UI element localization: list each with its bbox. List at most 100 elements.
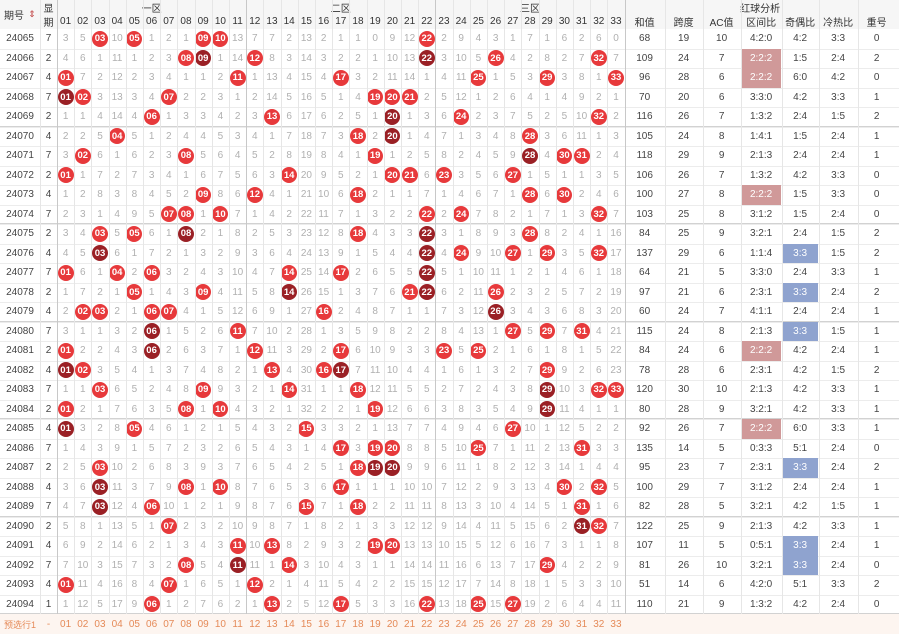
issue-number[interactable]: 24075	[6, 228, 34, 240]
preselect-number[interactable]: 10	[214, 618, 226, 630]
omission-count: 5	[338, 579, 344, 591]
omission-count: 10	[266, 325, 278, 337]
drawn-ball: 04	[109, 264, 126, 281]
issue-number[interactable]: 24092	[6, 559, 34, 571]
issue-number[interactable]: 24077	[6, 267, 34, 279]
issue-number[interactable]: 24066	[6, 52, 34, 64]
issue-number[interactable]: 24070	[6, 130, 34, 142]
preselect-number[interactable]: 05	[128, 618, 140, 630]
preselect-number[interactable]: 33	[610, 618, 622, 630]
omission-count: 3	[200, 345, 206, 357]
issue-number[interactable]: 24091	[6, 540, 34, 552]
omission-count: 13	[266, 72, 278, 84]
issue-number[interactable]: 24094	[6, 598, 34, 610]
omission-count: 3	[372, 208, 378, 220]
preselect-number[interactable]: 20	[386, 618, 398, 630]
omission-count: 1	[252, 208, 258, 220]
preselect-number[interactable]: 11	[232, 618, 243, 630]
preselect-number[interactable]: 25	[472, 618, 484, 630]
preselect-number[interactable]: 16	[318, 618, 330, 630]
preselect-number[interactable]: 13	[266, 618, 278, 630]
issue-number[interactable]: 24081	[6, 345, 34, 357]
preselect-number[interactable]: 12	[249, 618, 261, 630]
blue-count: 7	[45, 325, 52, 337]
preselect-number[interactable]: 01	[60, 618, 72, 630]
issue-number[interactable]: 24088	[6, 481, 34, 493]
preselect-number[interactable]: 23	[438, 618, 450, 630]
omission-count: 3	[97, 559, 103, 571]
preselect-number[interactable]: 02	[77, 618, 89, 630]
number-column-header: 28	[524, 16, 536, 27]
drawn-ball: 14	[281, 167, 298, 184]
hot-cold-value: 1:5	[831, 111, 846, 123]
preselect-number[interactable]: 32	[593, 618, 605, 630]
issue-number[interactable]: 24065	[6, 33, 34, 45]
preselect-number[interactable]: 31	[576, 618, 588, 630]
preselect-number[interactable]: 07	[163, 618, 175, 630]
omission-count: 2	[62, 130, 69, 142]
omission-count: 8	[269, 52, 275, 64]
preselect-number[interactable]: 24	[455, 618, 467, 630]
issue-number[interactable]: 24080	[6, 325, 34, 337]
sum-value: 103	[636, 208, 653, 220]
issue-number[interactable]: 24072	[6, 169, 34, 181]
preselect-number[interactable]: 15	[300, 618, 312, 630]
issue-number[interactable]: 24089	[6, 501, 34, 513]
omission-count: 6	[200, 579, 206, 591]
omission-count: 8	[217, 189, 224, 201]
issue-number[interactable]: 24067	[6, 72, 34, 84]
issue-number[interactable]: 24076	[6, 247, 34, 259]
omission-count: 1	[441, 189, 447, 201]
sort-arrows-icon[interactable]: ⇕	[28, 8, 36, 19]
preselect-number[interactable]: 29	[541, 618, 553, 630]
preselect-number[interactable]: 18	[352, 618, 364, 630]
preselect-number[interactable]: 22	[421, 618, 433, 630]
preselect-number[interactable]: 21	[404, 618, 416, 630]
issue-number[interactable]: 24074	[6, 208, 34, 220]
issue-number[interactable]: 24073	[6, 189, 34, 201]
issue-number[interactable]: 24087	[6, 462, 34, 474]
issue-number[interactable]: 24071	[6, 150, 34, 162]
issue-number[interactable]: 24090	[6, 520, 34, 532]
preselect-number[interactable]: 17	[335, 618, 347, 630]
issue-number[interactable]: 24084	[6, 403, 34, 415]
preselect-row-label[interactable]: 预选行1	[3, 619, 36, 630]
preselect-number[interactable]: 19	[369, 618, 381, 630]
preselect-number[interactable]: 04	[111, 618, 123, 630]
preselect-number[interactable]: 26	[490, 618, 502, 630]
preselect-number[interactable]: 08	[180, 618, 192, 630]
issue-number[interactable]: 24078	[6, 286, 34, 298]
omission-count: 6	[286, 111, 292, 123]
issue-number[interactable]: 24069	[6, 111, 34, 123]
preselect-number[interactable]: 28	[524, 618, 536, 630]
issue-number[interactable]: 24082	[6, 364, 34, 376]
omission-count: 1	[596, 540, 602, 552]
omission-count: 3	[406, 345, 413, 357]
preselect-number[interactable]: 06	[146, 618, 158, 630]
drawn-ball: 18	[350, 225, 366, 242]
issue-number[interactable]: 24068	[6, 91, 34, 103]
blue-count: 2	[45, 520, 52, 532]
issue-number[interactable]: 24093	[6, 579, 34, 591]
omission-count: 1	[406, 189, 413, 201]
sum-value: 110	[636, 598, 653, 610]
preselect-number[interactable]: 30	[558, 618, 570, 630]
issue-number[interactable]: 24086	[6, 442, 34, 454]
number-column-header: 17	[335, 16, 347, 27]
preselect-number[interactable]: 03	[94, 618, 106, 630]
issue-header[interactable]: 期号	[4, 11, 24, 22]
omission-count: 4	[217, 559, 224, 571]
issue-number[interactable]: 24083	[6, 384, 34, 396]
preselect-number[interactable]: 09	[197, 618, 209, 630]
omission-count: 4	[613, 150, 619, 162]
preselect-number[interactable]: 14	[283, 618, 295, 630]
odd-even-value: 4:2	[793, 345, 808, 357]
span-value: 26	[678, 423, 690, 435]
omission-count: 1	[527, 169, 533, 181]
omission-count: 8	[269, 286, 275, 298]
issue-number[interactable]: 24085	[6, 423, 34, 435]
preselect-number[interactable]: 27	[507, 618, 519, 630]
omission-count: 5	[441, 267, 447, 279]
issue-number[interactable]: 24079	[6, 306, 34, 318]
row-divider	[0, 477, 899, 479]
